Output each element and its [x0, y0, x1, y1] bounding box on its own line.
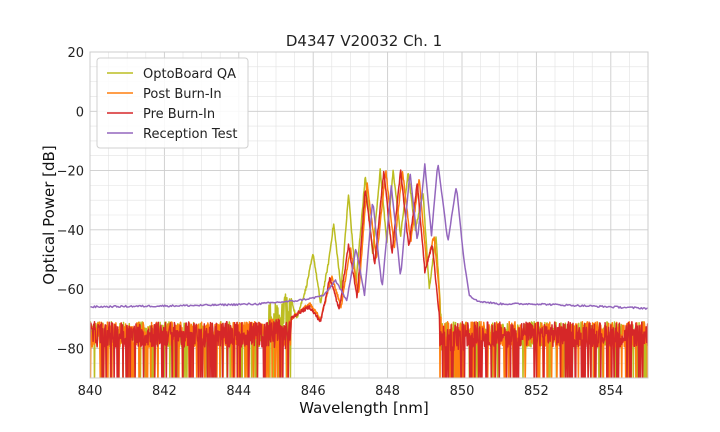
data-point [372, 199, 374, 201]
x-tick-label: 846 [301, 384, 326, 399]
data-point [308, 303, 310, 305]
data-point [416, 181, 418, 183]
data-point [455, 184, 457, 186]
data-point [431, 243, 433, 245]
data-point [437, 160, 439, 162]
y-tick-label: −80 [57, 342, 84, 357]
data-point [409, 169, 411, 171]
legend-label: Reception Test [143, 127, 237, 142]
y-tick-label: −60 [57, 283, 84, 298]
legend-box [96, 57, 249, 149]
x-tick-label: 854 [598, 384, 623, 399]
x-tick-label: 840 [78, 384, 103, 399]
data-point [312, 252, 314, 254]
data-point [349, 246, 351, 248]
y-tick-label: 0 [76, 105, 84, 120]
x-tick-label: 842 [152, 384, 177, 399]
legend-label: OptoBoard QA [143, 67, 236, 82]
y-tick-label: −20 [57, 165, 84, 180]
legend: OptoBoard QA Post Burn-In Pre Burn-In Recep… [96, 57, 249, 149]
data-point [334, 279, 336, 281]
data-point [418, 178, 420, 180]
data-point [407, 172, 409, 174]
data-point [399, 169, 401, 171]
y-axis-title: Optical Power [dB] [40, 145, 58, 284]
plot-frame [89, 51, 649, 379]
data-point [424, 163, 426, 165]
data-point [383, 169, 385, 171]
y-tick-label: 20 [67, 46, 84, 61]
series-line-pre-burn-in [90, 169, 648, 378]
data-point [329, 276, 331, 278]
x-tick-label: 844 [226, 384, 251, 399]
data-point [332, 223, 334, 225]
data-point [347, 243, 349, 245]
x-tick-label: 850 [450, 384, 475, 399]
series-line-reception-test [90, 163, 648, 310]
data-point [308, 306, 310, 308]
series-lines [90, 163, 648, 378]
x-tick-label: 848 [375, 384, 400, 399]
data-point [364, 187, 366, 189]
legend-label: Pre Burn-In [143, 107, 215, 122]
y-tick-label: −40 [57, 224, 84, 239]
data-point [286, 282, 288, 284]
data-point [347, 193, 349, 195]
x-axis-title: Wavelength [nm] [299, 399, 429, 417]
data-point [433, 235, 435, 237]
legend-label: Post Burn-In [143, 87, 222, 102]
data-point [390, 184, 392, 186]
data-point [379, 169, 381, 171]
data-point [366, 181, 368, 183]
data-point [422, 190, 424, 192]
x-tick-label: 852 [524, 384, 549, 399]
data-point [355, 246, 357, 248]
data-point [392, 169, 394, 171]
data-point [364, 175, 366, 177]
chart-title: D4347 V20032 Ch. 1 [286, 32, 442, 50]
